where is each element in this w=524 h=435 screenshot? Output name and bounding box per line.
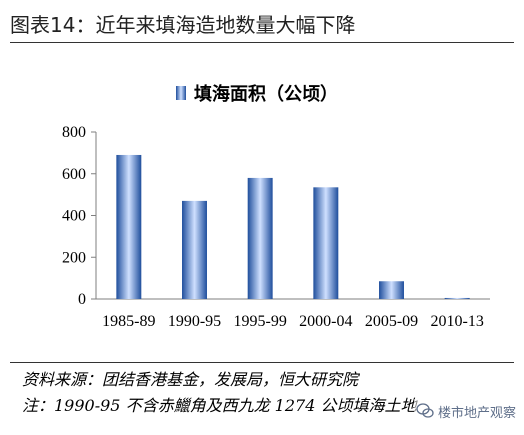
bar-2010-13 — [444, 297, 470, 299]
x-tick-label: 1990-95 — [168, 313, 221, 330]
bar-2000-04 — [313, 187, 339, 299]
watermark: 楼市地产观察 — [413, 399, 518, 423]
y-tick-label: 400 — [62, 208, 86, 225]
x-tick-label: 2010-13 — [431, 313, 484, 330]
footer-rule — [10, 362, 514, 363]
x-tick-label: 1995-99 — [234, 313, 287, 330]
chat-bubble-icon — [416, 403, 434, 418]
x-tick-label: 1985-89 — [102, 313, 155, 330]
x-tick-label: 2005-09 — [365, 313, 418, 330]
bar-2005-09 — [379, 281, 404, 299]
legend-label: 填海面积（公顷） — [194, 83, 338, 105]
y-tick-label: 800 — [62, 124, 86, 141]
x-tick-label: 2000-04 — [299, 313, 352, 330]
bar-1985-89 — [116, 154, 142, 299]
watermark-text: 楼市地产观察 — [437, 405, 516, 421]
source-note: 资料来源：团结香港基金，发展局，恒大研究院 — [22, 370, 359, 389]
bar-1990-95 — [182, 200, 207, 299]
bar-1995-99 — [247, 177, 273, 299]
chart-legend: 填海面积（公顷） — [176, 83, 338, 105]
title-rule — [10, 42, 514, 43]
y-tick-label: 600 — [62, 166, 86, 183]
chart-axes — [91, 131, 490, 300]
footnote: 注：1990-95 不含赤鱲角及西九龙 1274 公顷填海土地 — [22, 396, 417, 415]
axis-labels: 0 200 400 600 800 1985-89 1990-95 1995-99 2000-0… — [62, 124, 484, 330]
bar-chart: 填海面积（公顷） 0 200 400 600 800 1985-89 1990-95 1995… — [62, 83, 490, 330]
bar-series — [116, 154, 470, 299]
y-tick-label: 0 — [78, 291, 86, 308]
figure-title: 图表14：近年来填海造地数量大幅下降 — [10, 13, 356, 37]
y-tick-label: 200 — [62, 249, 86, 266]
legend-swatch — [176, 86, 186, 100]
